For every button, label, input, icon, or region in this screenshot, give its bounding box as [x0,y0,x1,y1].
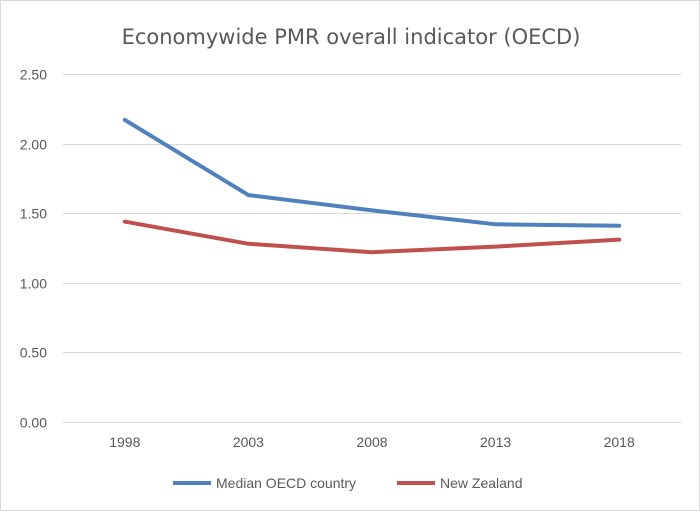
legend-label: Median OECD country [216,475,356,491]
y-tick-label: 0.50 [20,345,47,361]
gridlines [63,75,681,423]
x-tick-label: 2018 [604,434,635,450]
x-axis-tick-labels: 1998 2003 2008 2013 2018 [109,434,635,450]
series-line-1 [125,120,619,226]
x-tick-label: 2013 [480,434,511,450]
y-tick-label: 1.50 [20,206,47,222]
legend: Median OECD country New Zealand [173,475,523,491]
legend-label: New Zealand [440,475,523,491]
y-tick-label: 2.00 [20,137,47,153]
series-lines [125,120,620,252]
y-tick-label: 1.00 [20,276,47,292]
y-axis-tick-labels: 0.00 0.50 1.00 1.50 2.00 2.50 [20,67,47,431]
y-tick-label: 2.50 [20,67,47,83]
x-tick-label: 2003 [233,434,264,450]
x-tick-label: 2008 [356,434,387,450]
y-tick-label: 0.00 [20,415,47,431]
x-tick-label: 1998 [109,434,140,450]
chart-title: Economywide PMR overall indicator (OECD) [122,25,581,49]
